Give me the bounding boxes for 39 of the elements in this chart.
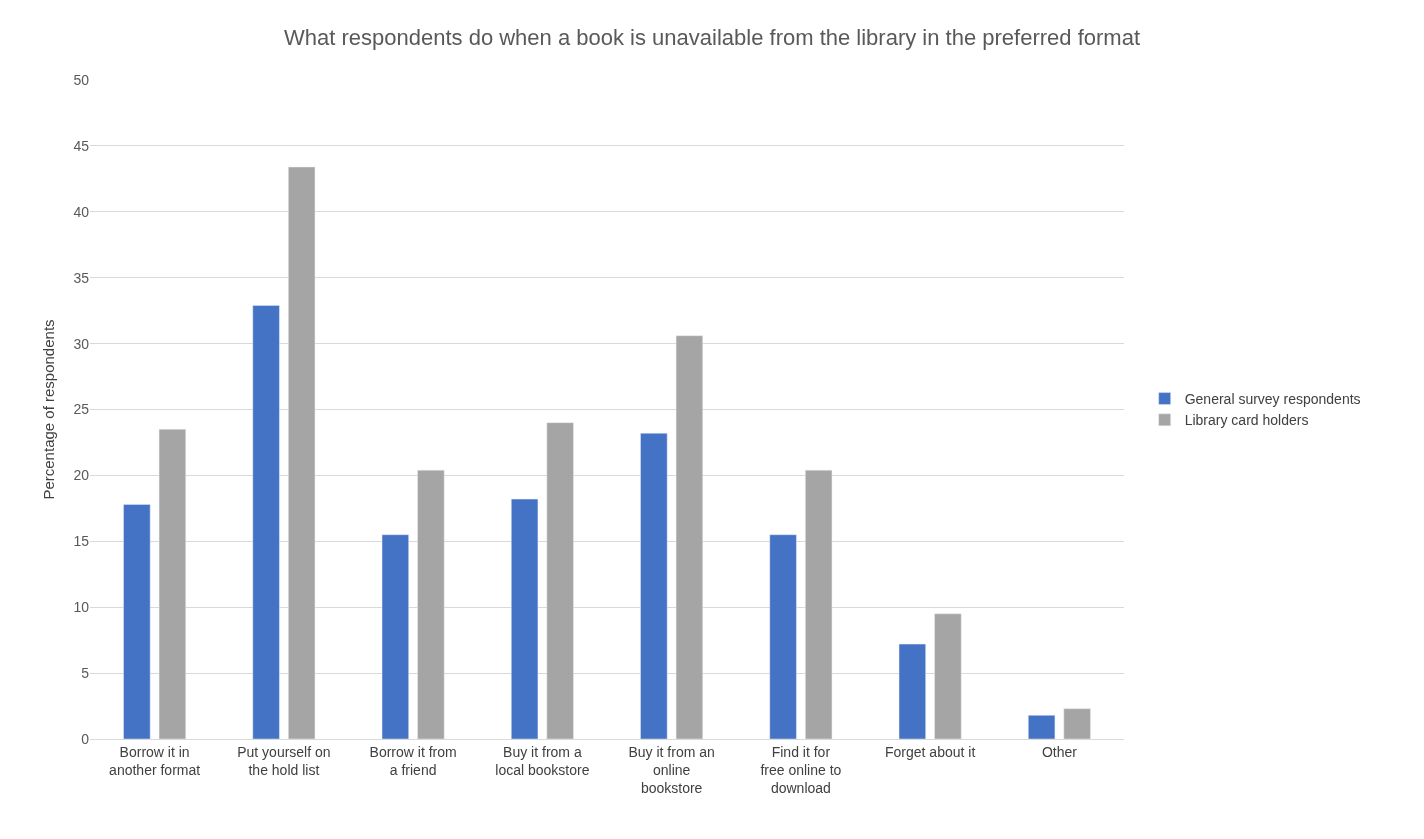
y-tick-label: 50 xyxy=(73,71,90,88)
bar xyxy=(934,613,962,739)
x-tick-label: Find it for free online to download xyxy=(760,743,842,797)
x-tick-label: Put yourself on the hold list xyxy=(237,743,331,778)
x-tick-label: Buy it from an online bookstore xyxy=(628,743,715,797)
bar xyxy=(252,305,280,739)
y-tick-label: 10 xyxy=(73,599,90,616)
x-tick-label: Borrow it in another format xyxy=(109,743,201,778)
bar xyxy=(1028,715,1056,739)
bar xyxy=(898,643,926,739)
y-axis-title: Percentage of respondents xyxy=(39,319,57,500)
bar xyxy=(805,469,833,739)
y-tick-label: 5 xyxy=(81,665,90,681)
bar xyxy=(158,429,186,739)
bar xyxy=(640,432,668,739)
bar xyxy=(675,335,703,739)
legend-label: General survey respondents xyxy=(1184,391,1361,408)
y-tick-label: 30 xyxy=(73,335,90,352)
bar xyxy=(381,534,409,739)
x-tick-label: Forget about it xyxy=(884,743,976,760)
y-tick-label: 20 xyxy=(73,467,90,484)
bar xyxy=(769,534,797,739)
y-tick-label: 45 xyxy=(73,137,90,154)
x-tick-label: Other xyxy=(1041,743,1078,760)
bar xyxy=(123,504,151,739)
y-tick-label: 0 xyxy=(81,730,90,747)
y-tick-label: 25 xyxy=(73,401,90,418)
bar xyxy=(1063,708,1091,739)
bar xyxy=(546,422,574,739)
chart-title: What respondents do when a book is unavailable from the library in the preferred format xyxy=(283,24,1141,50)
bar xyxy=(288,166,316,739)
bar xyxy=(511,498,539,739)
legend-label: Library card holders xyxy=(1184,412,1309,429)
x-tick-label: Borrow it from a friend xyxy=(369,743,457,778)
y-tick-label: 15 xyxy=(73,533,90,550)
x-tick-label: Buy it from a local bookstore xyxy=(495,743,590,778)
bar xyxy=(417,469,445,739)
y-tick-label: 35 xyxy=(73,269,90,286)
y-tick-label: 40 xyxy=(73,203,90,220)
